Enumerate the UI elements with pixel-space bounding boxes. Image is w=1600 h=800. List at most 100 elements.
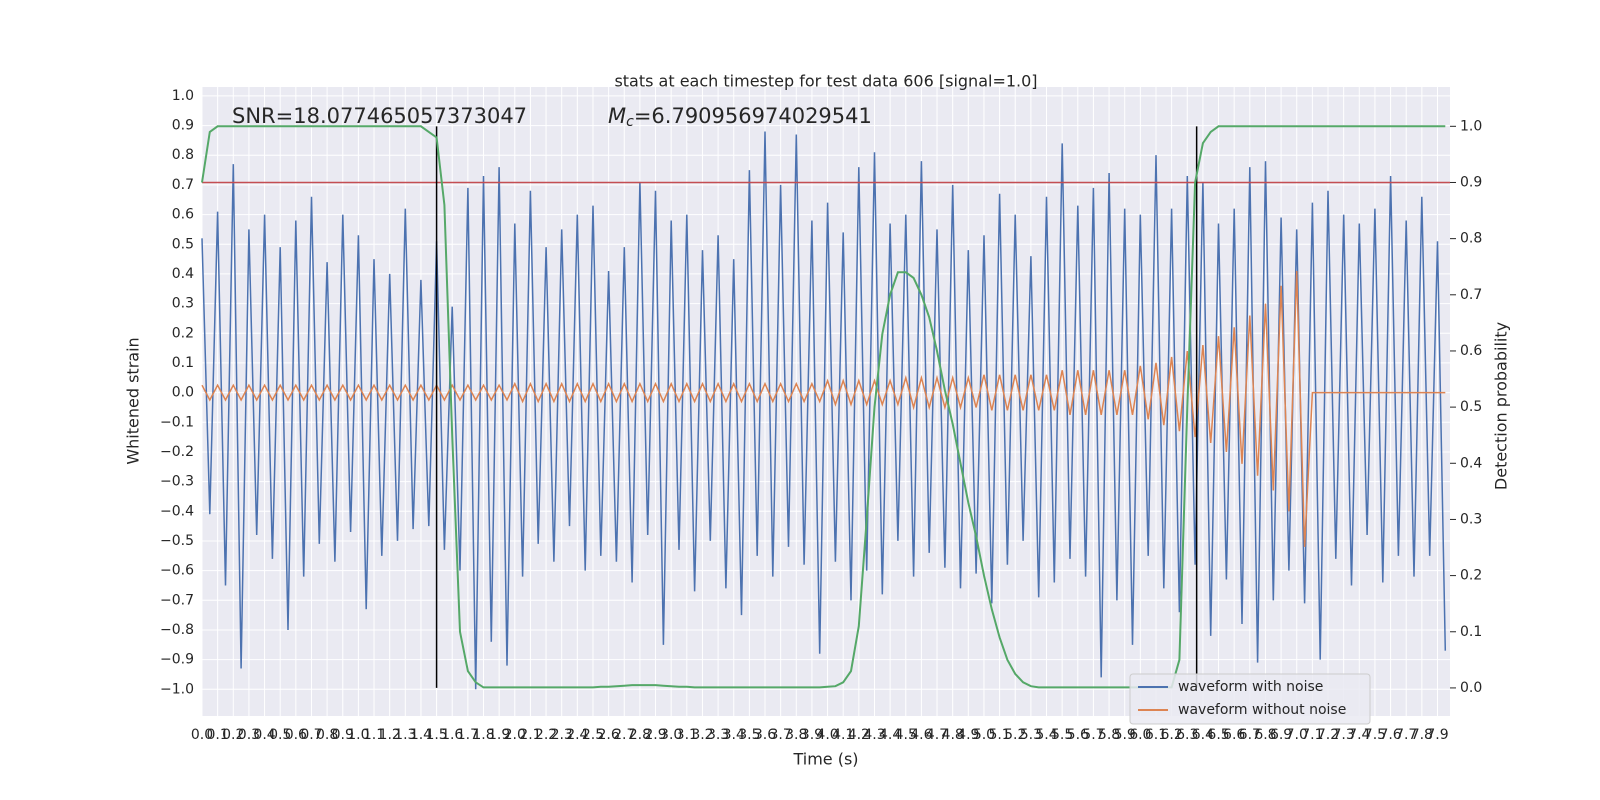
x-tick-label: 3.8 <box>785 727 807 743</box>
y-tick-label: 0.1 <box>172 355 194 371</box>
y-tick-label: −0.7 <box>160 592 194 608</box>
x-tick-label: 4.8 <box>942 727 964 743</box>
x-tick-label: 2.2 <box>535 727 557 743</box>
x-tick-label: 6.4 <box>1192 727 1214 743</box>
x-tick-label: 0.2 <box>222 727 244 743</box>
x-tick-label: 4.2 <box>848 727 870 743</box>
x-tick-label: 3.0 <box>660 727 682 743</box>
legend: waveform with noise waveform without nois… <box>1129 673 1371 725</box>
x-tick-label: 2.3 <box>551 727 573 743</box>
x-tick-label: 0.3 <box>238 727 260 743</box>
x-tick-label: 2.1 <box>519 727 541 743</box>
y2-tick-label: 0.6 <box>1460 343 1482 359</box>
legend-label: waveform with noise <box>1178 679 1323 695</box>
x-tick-label: 2.5 <box>582 727 604 743</box>
mc-value: =6.790956974029541 <box>634 104 872 128</box>
y2-tick-label: 0.0 <box>1460 680 1482 696</box>
x-tick-label: 4.0 <box>816 727 838 743</box>
x-tick-label: 3.4 <box>723 727 745 743</box>
x-tick-label: 3.1 <box>676 727 698 743</box>
mc-subscript: c <box>626 114 634 130</box>
x-tick-label: 7.3 <box>1333 727 1355 743</box>
x-axis-label: Time (s) <box>792 750 858 769</box>
x-tick-label: 2.4 <box>566 727 588 743</box>
x-tick-label: 5.8 <box>1098 727 1120 743</box>
x-tick-label: 2.7 <box>613 727 635 743</box>
x-tick-label: 6.8 <box>1254 727 1276 743</box>
x-tick-label: 1.4 <box>410 727 432 743</box>
x-tick-label: 0.5 <box>269 727 291 743</box>
legend-label: waveform without noise <box>1178 702 1346 718</box>
x-tick-label: 6.0 <box>1129 727 1151 743</box>
y2-tick-label: 0.8 <box>1460 231 1482 247</box>
x-tick-label: 0.0 <box>191 727 213 743</box>
y-tick-label: 0.0 <box>172 385 194 401</box>
y2-tick-label: 0.3 <box>1460 511 1482 527</box>
y-tick-label: −0.5 <box>160 533 194 549</box>
y-tick-label: −0.6 <box>160 563 194 579</box>
annotation: SNR=18.077465057373047 <box>232 104 527 128</box>
x-tick-label: 0.9 <box>332 727 354 743</box>
x-tick-label: 4.9 <box>957 727 979 743</box>
y2-tick-label: 0.5 <box>1460 399 1482 415</box>
x-tick-label: 4.5 <box>895 727 917 743</box>
x-tick-label: 6.6 <box>1223 727 1245 743</box>
x-tick-label: 3.7 <box>770 727 792 743</box>
x-tick-label: 0.8 <box>316 727 338 743</box>
annotation: Mc=6.790956974029541 <box>608 104 872 130</box>
y-tick-label: −1.0 <box>160 681 194 697</box>
detection-line <box>201 125 1446 689</box>
x-tick-label: 7.6 <box>1379 727 1401 743</box>
x-tick-label: 1.0 <box>347 727 369 743</box>
x-tick-label: 7.9 <box>1426 727 1448 743</box>
x-tick-label: 0.4 <box>253 727 275 743</box>
x-tick-label: 5.4 <box>1035 727 1057 743</box>
x-tick-label: 1.5 <box>425 727 447 743</box>
x-tick-label: 7.2 <box>1317 727 1339 743</box>
y-tick-label: −0.9 <box>160 652 194 668</box>
mc-symbol: M <box>608 104 626 128</box>
x-tick-label: 2.6 <box>597 727 619 743</box>
x-tick-label: 6.5 <box>1207 727 1229 743</box>
legend-box <box>1129 673 1371 725</box>
y-tick-label: −0.3 <box>160 474 194 490</box>
y-tick-label: 0.8 <box>172 147 194 163</box>
x-tick-label: 3.5 <box>738 727 760 743</box>
x-tick-label: 4.1 <box>832 727 854 743</box>
y2-axis-label: Detection probability <box>1492 322 1511 490</box>
x-tick-label: 6.2 <box>1160 727 1182 743</box>
x-tick-label: 6.7 <box>1239 727 1261 743</box>
y2-tick-label: 0.1 <box>1460 624 1482 640</box>
x-tick-label: 5.6 <box>1067 727 1089 743</box>
x-tick-label: 1.6 <box>441 727 463 743</box>
y-tick-label: 1.0 <box>172 88 194 104</box>
x-tick-label: 6.9 <box>1270 727 1292 743</box>
x-tick-label: 4.7 <box>926 727 948 743</box>
y-tick-label: −0.1 <box>160 414 194 430</box>
y-axis-label: Whitened strain <box>124 337 143 464</box>
y-tick-label: −0.2 <box>160 444 194 460</box>
x-tick-label: 5.0 <box>973 727 995 743</box>
x-tick-label: 7.8 <box>1411 727 1433 743</box>
x-tick-label: 6.3 <box>1176 727 1198 743</box>
x-tick-label: 2.9 <box>644 727 666 743</box>
y2-tick-label: 0.4 <box>1460 455 1482 471</box>
x-tick-label: 4.6 <box>910 727 932 743</box>
x-tick-label: 1.2 <box>379 727 401 743</box>
x-tick-label: 5.9 <box>1114 727 1136 743</box>
x-tick-label: 7.7 <box>1395 727 1417 743</box>
y-tick-label: 0.7 <box>172 177 194 193</box>
series-line <box>201 270 1446 547</box>
x-tick-label: 4.3 <box>863 727 885 743</box>
x-tick-label: 5.5 <box>1051 727 1073 743</box>
y2-tick-label: 0.2 <box>1460 568 1482 584</box>
y-tick-label: −0.8 <box>160 622 194 638</box>
y-tick-label: 0.6 <box>172 207 194 223</box>
y-tick-label: −0.4 <box>160 503 194 519</box>
x-tick-label: 2.8 <box>629 727 651 743</box>
x-tick-label: 7.4 <box>1348 727 1370 743</box>
marks <box>201 125 1450 690</box>
y-tick-label: 0.4 <box>172 266 194 282</box>
x-tick-label: 1.7 <box>457 727 479 743</box>
